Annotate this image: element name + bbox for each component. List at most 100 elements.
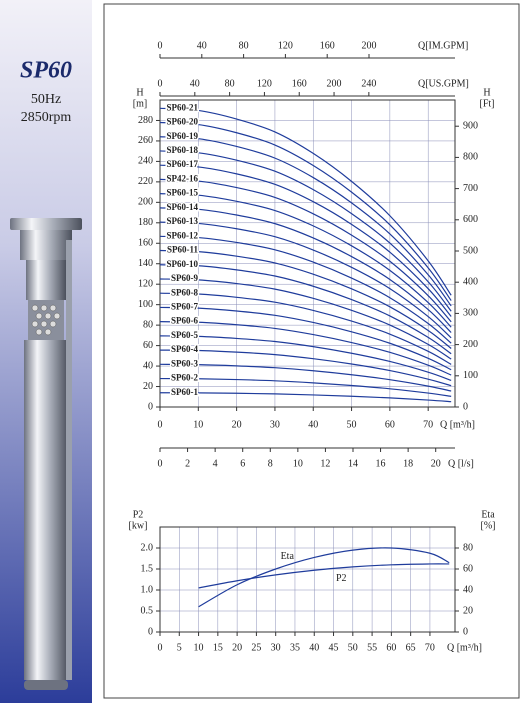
series-line bbox=[159, 392, 452, 403]
secondary-tick-label: 6 bbox=[240, 458, 245, 469]
x-tick-label: 10 bbox=[193, 419, 203, 430]
series-line bbox=[159, 207, 452, 333]
secondary-tick-label: 2 bbox=[185, 458, 190, 469]
x-tick-label: 60 bbox=[386, 642, 396, 653]
y2-tick-label: 100 bbox=[463, 370, 478, 381]
secondary-tick-label: 12 bbox=[320, 458, 330, 469]
series-label: SP60-18 bbox=[167, 145, 199, 155]
series-label: SP60-13 bbox=[167, 216, 199, 226]
series-line bbox=[159, 221, 452, 339]
y-tick-label: 2.0 bbox=[141, 542, 154, 553]
y2-tick-label: 0 bbox=[463, 626, 468, 637]
y-tick-label: 0.5 bbox=[141, 605, 154, 616]
y-tick-label: 0 bbox=[148, 626, 153, 637]
x-tick-label: 65 bbox=[406, 642, 416, 653]
x-tick-label: 15 bbox=[213, 642, 223, 653]
y-tick-label: 60 bbox=[143, 340, 153, 351]
chart-panel bbox=[103, 3, 520, 699]
series-label: P2 bbox=[336, 573, 347, 584]
plot-frame bbox=[159, 526, 456, 633]
x-tick-label: 40 bbox=[308, 419, 318, 430]
secondary-tick-label: 20 bbox=[431, 458, 441, 469]
y-tick-label: 80 bbox=[143, 319, 153, 330]
y2-axis-unit: [Ft] bbox=[480, 98, 495, 109]
secondary-axis-label: Q[IM.GPM] bbox=[418, 40, 468, 51]
series-line bbox=[159, 349, 452, 387]
y2-tick-label: 800 bbox=[463, 152, 478, 163]
secondary-tick-label: 40 bbox=[197, 40, 207, 51]
series-line bbox=[159, 292, 452, 365]
x-tick-label: 30 bbox=[270, 419, 280, 430]
secondary-tick-label: 200 bbox=[327, 78, 342, 89]
secondary-tick-label: 80 bbox=[225, 78, 235, 89]
y-tick-label: 280 bbox=[138, 115, 153, 126]
y2-axis-label: Eta bbox=[481, 509, 495, 520]
series-line bbox=[159, 235, 452, 344]
series-line bbox=[159, 164, 452, 317]
series-line bbox=[159, 249, 452, 349]
y-axis-unit: [m] bbox=[133, 98, 147, 109]
y-tick-label: 220 bbox=[138, 176, 153, 187]
series-label: SP60-9 bbox=[171, 273, 199, 283]
series-line bbox=[159, 193, 452, 328]
series-line bbox=[159, 321, 452, 376]
y2-axis-unit: [%] bbox=[481, 520, 496, 531]
x-tick-label: 50 bbox=[347, 419, 357, 430]
y2-tick-label: 80 bbox=[463, 542, 473, 553]
x-axis-label: Q [m³/h] bbox=[447, 642, 482, 653]
series-label: SP60-12 bbox=[167, 230, 199, 240]
secondary-tick-label: 120 bbox=[278, 40, 293, 51]
x-tick-label: 35 bbox=[290, 642, 300, 653]
speed: 2850rpm bbox=[21, 110, 72, 125]
y2-tick-label: 60 bbox=[463, 563, 473, 574]
y2-tick-label: 0 bbox=[463, 401, 468, 412]
y2-tick-label: 300 bbox=[463, 308, 478, 319]
x-tick-label: 25 bbox=[251, 642, 261, 653]
x-tick-label: 0 bbox=[158, 642, 163, 653]
x-tick-label: 60 bbox=[385, 419, 395, 430]
series-line bbox=[159, 377, 452, 397]
x-tick-label: 70 bbox=[425, 642, 435, 653]
secondary-tick-label: 160 bbox=[320, 40, 335, 51]
secondary-axis-label: Q[US.GPM] bbox=[418, 78, 469, 89]
y-tick-label: 240 bbox=[138, 156, 153, 167]
series-line bbox=[159, 136, 452, 307]
secondary-tick-label: 10 bbox=[293, 458, 303, 469]
y-tick-label: 180 bbox=[138, 217, 153, 228]
secondary-tick-label: 16 bbox=[376, 458, 386, 469]
y-tick-label: 140 bbox=[138, 258, 153, 269]
series-label: SP60-11 bbox=[167, 245, 199, 255]
series-line bbox=[159, 121, 452, 301]
series-line bbox=[159, 363, 452, 392]
y2-tick-label: 500 bbox=[463, 245, 478, 256]
secondary-tick-label: 80 bbox=[239, 40, 249, 51]
x-tick-label: 45 bbox=[329, 642, 339, 653]
y-tick-label: 20 bbox=[143, 381, 153, 392]
series-label: SP60-4 bbox=[171, 344, 199, 354]
y-tick-label: 100 bbox=[138, 299, 153, 310]
series-label: SP60-15 bbox=[167, 188, 199, 198]
y2-tick-label: 40 bbox=[463, 584, 473, 595]
y2-axis-label: H bbox=[483, 87, 490, 98]
y-tick-label: 260 bbox=[138, 135, 153, 146]
model-title: SP60 bbox=[20, 58, 72, 84]
secondary-tick-label: 0 bbox=[158, 78, 163, 89]
x-tick-label: 50 bbox=[348, 642, 358, 653]
secondary-tick-label: 0 bbox=[158, 40, 163, 51]
x-tick-label: 70 bbox=[423, 419, 433, 430]
secondary-tick-label: 120 bbox=[257, 78, 272, 89]
secondary-tick-label: 200 bbox=[361, 40, 376, 51]
secondary-tick-label: 14 bbox=[348, 458, 358, 469]
series-line bbox=[159, 306, 452, 371]
series-label: SP60-21 bbox=[167, 102, 199, 112]
series-label: SP60-3 bbox=[171, 358, 199, 368]
y2-tick-label: 20 bbox=[463, 605, 473, 616]
y-tick-label: 200 bbox=[138, 197, 153, 208]
plot-frame bbox=[159, 99, 456, 408]
series-label: SP42-16 bbox=[167, 173, 199, 183]
series-line bbox=[159, 278, 452, 360]
y-tick-label: 0 bbox=[148, 401, 153, 412]
y2-tick-label: 200 bbox=[463, 339, 478, 350]
